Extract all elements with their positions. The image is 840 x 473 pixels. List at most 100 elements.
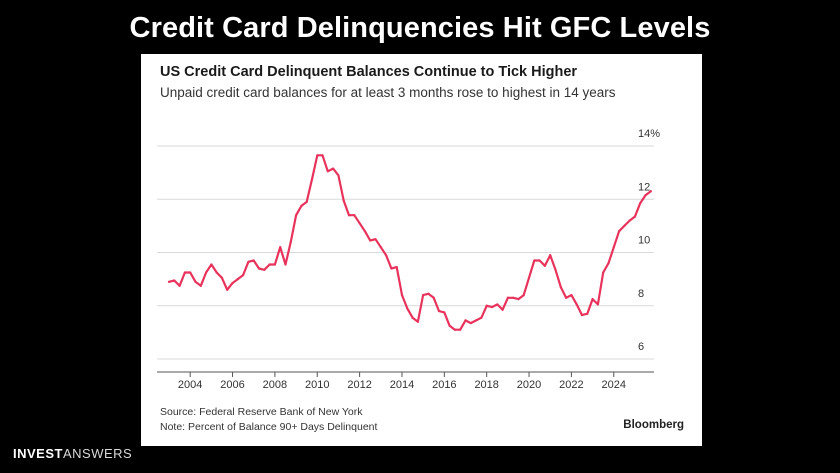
chart-subtitle: Unpaid credit card balances for at least… [160, 85, 616, 100]
data-point [363, 230, 367, 233]
logo-light-text: ANSWERS [62, 446, 133, 461]
x-tick-label-2010: 2010 [305, 379, 329, 391]
data-point [337, 174, 340, 177]
data-point [639, 202, 642, 205]
y-tick-label-6: 6 [638, 341, 644, 353]
data-point [215, 271, 218, 274]
data-point [316, 154, 319, 157]
data-point [257, 267, 261, 270]
data-point [247, 260, 250, 263]
x-tick-label-2014: 2014 [390, 379, 414, 391]
data-point [474, 319, 478, 322]
data-point [321, 154, 324, 157]
footnote: Note: Percent of Balance 90+ Days Delinq… [160, 421, 378, 433]
data-point [268, 263, 271, 266]
data-point [506, 296, 509, 299]
data-point [437, 309, 441, 313]
data-point [178, 284, 181, 287]
data-point [210, 263, 213, 266]
data-point [432, 296, 435, 299]
bloomberg-logo: Bloomberg [623, 419, 684, 431]
source-note: Source: Federal Reserve Bank of New York [160, 406, 363, 418]
data-point [231, 282, 234, 285]
data-point [252, 259, 255, 262]
x-tick-label-2018: 2018 [474, 379, 498, 391]
data-point [517, 297, 520, 301]
data-point [570, 294, 573, 297]
data-point [602, 271, 605, 274]
data-point [384, 254, 388, 257]
y-tick-label-14: 14% [638, 128, 660, 140]
data-point [406, 307, 409, 310]
gridlines [157, 145, 654, 360]
data-point [427, 292, 430, 295]
data-point [220, 276, 224, 279]
data-point [549, 254, 552, 257]
data-point [173, 279, 176, 282]
data-point [395, 266, 398, 269]
x-tick-label-2022: 2022 [559, 379, 583, 391]
data-point [263, 268, 266, 271]
series-layer [167, 154, 652, 331]
data-point [575, 303, 578, 306]
x-tick-label-2016: 2016 [432, 379, 456, 391]
data-point [194, 280, 197, 283]
data-point [490, 305, 494, 309]
data-point [633, 215, 637, 218]
data-point [453, 328, 457, 331]
data-point [527, 276, 531, 279]
data-point [443, 311, 446, 314]
data-point [464, 319, 467, 322]
x-tick-label-2008: 2008 [263, 379, 287, 391]
data-point [400, 294, 404, 297]
data-point [480, 316, 483, 319]
chart-title: US Credit Card Delinquent Balances Conti… [160, 64, 578, 80]
data-point [390, 267, 393, 270]
data-point [284, 263, 287, 266]
x-axis-ticks: 2004 2006 2008 2010 2012 2014 2016 2018 2020 2022… [157, 371, 654, 391]
y-tick-label-10: 10 [638, 235, 650, 247]
data-point [199, 284, 202, 287]
data-point [559, 286, 562, 289]
data-point [580, 313, 584, 317]
slide-title: Credit Card Delinquencies Hit GFC Levels [129, 12, 711, 44]
data-point [422, 294, 425, 297]
x-tick-label-2020: 2020 [517, 379, 541, 391]
data-point [623, 224, 626, 227]
data-point [236, 278, 239, 281]
data-point [538, 259, 541, 262]
data-point [554, 268, 557, 271]
data-point [522, 294, 525, 297]
data-point [628, 219, 631, 222]
data-point [512, 296, 515, 299]
data-point [369, 239, 372, 242]
data-point [565, 296, 568, 299]
chart-card: US Credit Card Delinquent Balances Conti… [141, 54, 702, 446]
data-point [411, 316, 414, 319]
data-point [501, 308, 504, 311]
data-point [533, 259, 536, 262]
y-tick-label-12: 12 [638, 181, 650, 193]
series-line-0 [167, 154, 652, 331]
data-point [374, 238, 377, 241]
x-tick-label-2004: 2004 [178, 379, 202, 391]
data-point [289, 240, 292, 243]
data-point [379, 246, 382, 249]
data-point [347, 214, 351, 217]
data-point [204, 271, 208, 274]
data-point [226, 288, 229, 291]
x-tick-label-2024: 2024 [602, 379, 626, 391]
data-point [167, 280, 171, 283]
data-point [183, 271, 186, 274]
data-point [332, 167, 335, 170]
data-point [416, 320, 419, 323]
data-point [496, 303, 499, 306]
y-tick-label-8: 8 [638, 288, 644, 300]
data-point [305, 200, 308, 204]
data-point [617, 230, 621, 233]
data-point [607, 262, 610, 265]
data-point [485, 304, 488, 307]
data-point [300, 204, 303, 208]
data-point [358, 222, 361, 225]
